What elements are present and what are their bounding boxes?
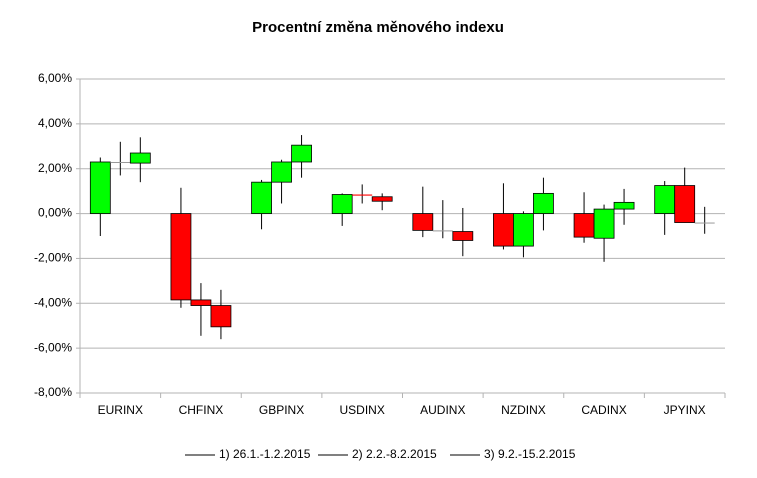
y-tick-label: 2,00% [38,161,72,175]
candle-body [210,305,232,328]
candle-body [593,208,615,239]
candle-body [251,181,272,214]
legend-label: 1) 26.1.-1.2.2015 [219,447,311,461]
x-tick-label: GBPINX [259,403,304,417]
candle-body [352,194,373,196]
candle-body [331,194,353,214]
y-tick-label: -6,00% [34,340,72,354]
candle-body [412,213,434,231]
candle-body [513,213,534,247]
y-tick-label: -8,00% [34,385,72,399]
candle-body [613,201,635,210]
candle-body [190,299,212,306]
candle-body [493,213,514,247]
x-tick-label: EURINX [98,403,143,417]
legend-label: 3) 9.2.-15.2.2015 [484,447,576,461]
chart-title: Procentní změna měnového indexu [252,19,504,36]
candle-body [694,222,715,224]
candle-body [533,192,554,214]
y-tick-label: 0,00% [38,206,72,220]
candle-body [89,161,111,214]
y-tick-label: 4,00% [38,116,72,130]
candle-body [110,161,131,163]
x-tick-label: NZDINX [501,403,546,417]
candle-body [654,185,676,214]
candle-body [573,213,595,238]
candle-body [271,161,292,183]
y-tick-label: -2,00% [34,251,72,265]
x-tick-label: USDINX [340,403,385,417]
candle-body [371,196,393,202]
candle-body [432,230,453,232]
candle-body [129,152,151,164]
x-tick-label: CADINX [581,403,626,417]
candle-body [291,144,312,163]
y-tick-label: -4,00% [34,295,72,309]
legend-label: 2) 2.2.-8.2.2015 [352,447,437,461]
candle-body [674,185,696,223]
x-tick-label: JPYINX [664,403,706,417]
x-tick-label: CHFINX [179,403,224,417]
candle-body [452,231,474,241]
candle-body [170,213,192,301]
y-tick-label: 6,00% [38,71,72,85]
x-tick-label: AUDINX [420,403,465,417]
